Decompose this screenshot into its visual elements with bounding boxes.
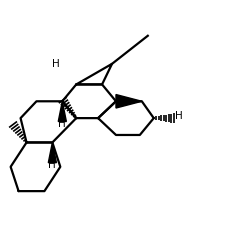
Polygon shape xyxy=(58,101,66,121)
Text: H: H xyxy=(174,111,182,121)
Text: H: H xyxy=(48,160,56,170)
Polygon shape xyxy=(48,143,56,163)
Text: H: H xyxy=(58,119,66,129)
Text: H: H xyxy=(52,59,60,69)
Polygon shape xyxy=(115,95,141,108)
